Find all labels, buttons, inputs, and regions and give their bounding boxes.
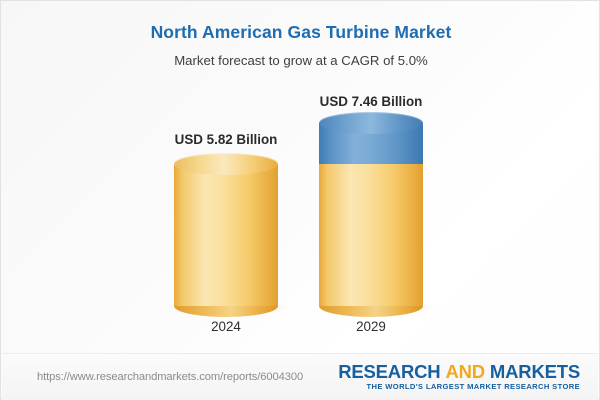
report-url[interactable]: https://www.researchandmarkets.com/repor… bbox=[37, 371, 304, 383]
research-and-markets-logo[interactable]: RESEARCH AND MARKETS THE WORLD'S LARGEST M… bbox=[338, 362, 580, 392]
bar-value-label-2024: USD 5.82 Billion bbox=[174, 132, 278, 147]
logo-word-markets: MARKETS bbox=[489, 361, 580, 382]
bar-segment-base-2029[interactable] bbox=[319, 164, 423, 306]
cylinder-stack-2029 bbox=[319, 112, 423, 317]
chart-title: North American Gas Turbine Market bbox=[150, 22, 452, 42]
segment-body bbox=[174, 164, 278, 306]
logo-word-and: AND bbox=[445, 361, 485, 382]
logo-tagline: THE WORLD'S LARGEST MARKET RESEARCH STOR… bbox=[366, 382, 580, 392]
cylinder-stack-2024 bbox=[174, 153, 278, 317]
chart-subtitle: Market forecast to grow at a CAGR of 5.0… bbox=[174, 53, 428, 68]
segment-top-cap bbox=[174, 153, 278, 175]
category-label-2024: 2024 bbox=[211, 319, 241, 334]
category-label-2029: 2029 bbox=[356, 319, 386, 334]
logo-word-research: RESEARCH bbox=[338, 361, 441, 382]
footer: https://www.researchandmarkets.com/repor… bbox=[2, 353, 598, 400]
chart-plot-area: USD 5.82 Billion 2024 USD 7.46 Billion bbox=[1, 1, 600, 353]
bar-segment-growth-2029[interactable] bbox=[319, 112, 423, 164]
segment-body bbox=[319, 164, 423, 306]
logo-wordmark: RESEARCH AND MARKETS bbox=[338, 362, 580, 381]
segment-top-cap bbox=[319, 112, 423, 134]
bar-value-label-2029: USD 7.46 Billion bbox=[319, 94, 423, 109]
bar-segment-base-2024[interactable] bbox=[174, 153, 278, 306]
